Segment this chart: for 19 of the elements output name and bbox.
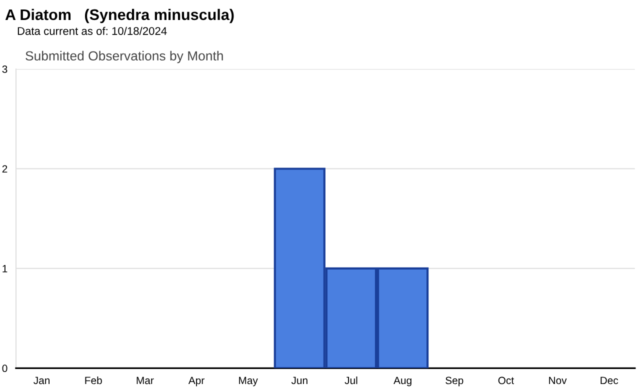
chart-title: A Diatom (Synedra minuscula) (5, 8, 234, 24)
x-tick-label: Nov (549, 376, 567, 384)
x-tick-label: Oct (498, 376, 514, 384)
x-tick-label: Jul (344, 376, 358, 384)
text: Submitted Observations by Month (26, 50, 223, 64)
x-tick-label: Sep (446, 376, 464, 386)
x-tick-label: Jun (291, 376, 308, 384)
y-tick-label: 3 (2, 66, 8, 73)
x-tick-label: Jan (34, 376, 50, 384)
x-tick-label: Aug (394, 376, 412, 386)
x-tick-label: May (239, 376, 258, 386)
x-tick-label: Mar (136, 376, 154, 384)
y-tick-label: 2 (2, 165, 8, 173)
x-tick-label: Feb (85, 376, 102, 384)
y-tick-label: 0 (2, 364, 8, 372)
y-tick-label: 1 (2, 265, 8, 272)
x-tick-label: Apr (188, 376, 204, 386)
chart-subtitle: Data current as of: 10/18/2024 (18, 26, 167, 35)
x-tick-label: Dec (600, 376, 618, 384)
